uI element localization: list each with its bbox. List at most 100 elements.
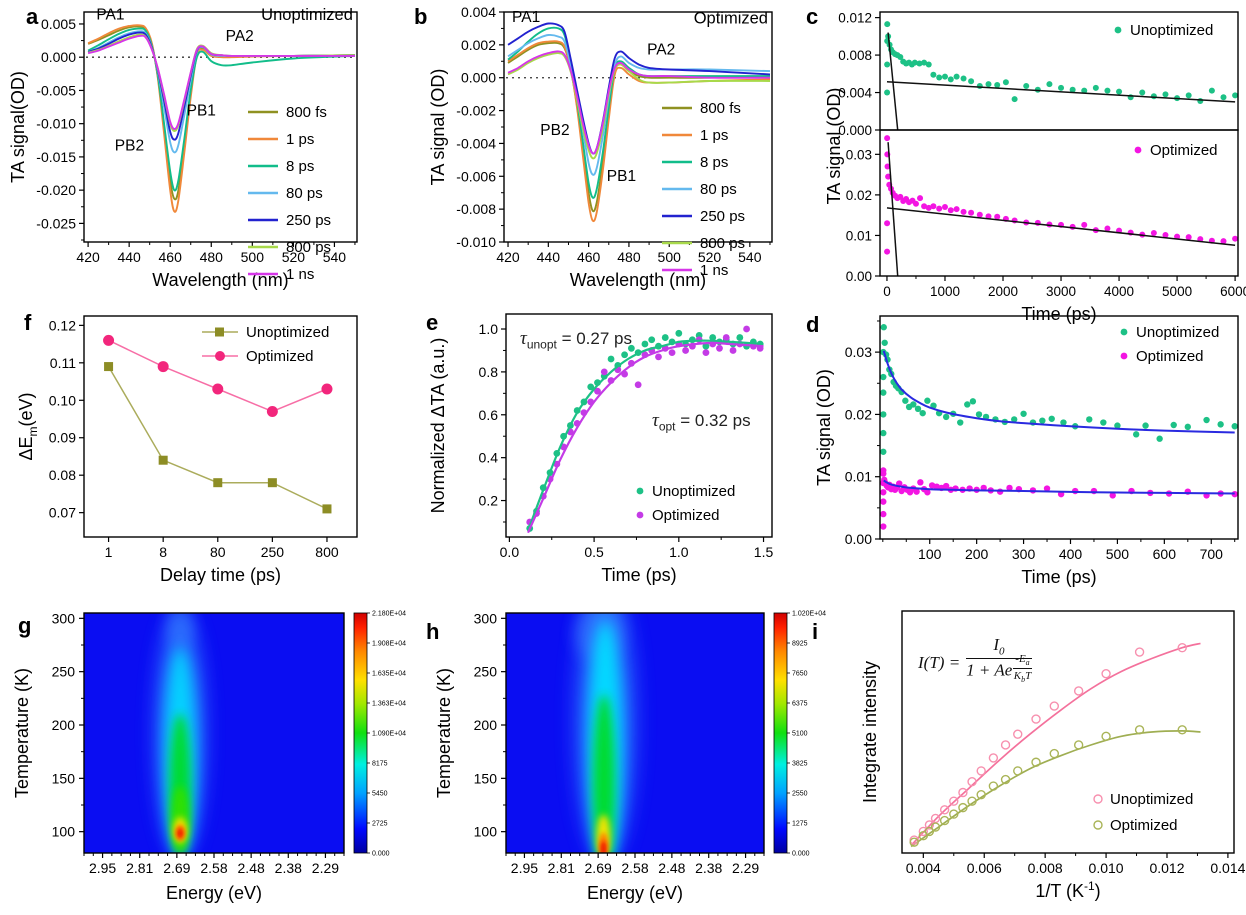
data-point: [881, 339, 888, 346]
data-point-open-circle: [967, 796, 977, 806]
data-point: [716, 344, 723, 352]
data-point: [985, 81, 992, 88]
plume-layer: [593, 694, 615, 853]
data-point-open-circle: [918, 826, 929, 837]
data-point: [1081, 221, 1088, 228]
data-point-open-circle: [958, 802, 968, 813]
colorbar: [353, 612, 368, 854]
x-tick-label: 2.69: [585, 860, 612, 876]
data-point: [1150, 230, 1157, 237]
legend-label: 1 ns: [700, 262, 728, 279]
x-tick-label: 520: [282, 249, 306, 265]
y-axis-title: Temperature (K): [12, 668, 32, 798]
panel-letter-d: d: [806, 312, 820, 337]
y-tick-label: 0.01: [845, 469, 872, 485]
data-point: [1043, 485, 1051, 492]
data-point: [1162, 232, 1169, 239]
x-tick-label: 100: [918, 546, 942, 562]
data-point: [736, 334, 744, 341]
data-point: [157, 361, 169, 373]
series-group: [526, 325, 764, 534]
panel-letter-f: f: [24, 310, 32, 335]
colorbar-tick-label: 1.908E+04: [372, 641, 406, 648]
annotation-pb2: PB2: [540, 122, 569, 139]
panel-g: g 100 150 200 250 300 2.95 2.81 2.69 2.58 2.48 2.3…: [0, 595, 420, 915]
data-point: [1162, 91, 1169, 98]
data-point-open-circle: [958, 787, 968, 798]
data-point: [1058, 84, 1065, 91]
data-point: [1170, 421, 1177, 429]
data-point-open-circle: [1049, 748, 1059, 759]
data-point: [953, 206, 960, 213]
heatmap-background: [506, 613, 764, 853]
x-tick-label: 500: [658, 249, 682, 265]
data-point: [880, 510, 887, 518]
legend-dot-sample: [1114, 26, 1122, 34]
arrhenius-equation: I(T) = I0 1 + Ae -Ea KbT: [918, 635, 1032, 691]
x-tick-label: 0.004: [906, 860, 941, 876]
tau-symbol: τ: [520, 328, 527, 349]
legend-label: 8 ps: [286, 158, 314, 175]
data-point-open-circle: [1049, 701, 1059, 711]
data-point-open-circle: [949, 809, 959, 819]
data-point: [702, 349, 710, 356]
panel-g-heatmap: 100 150 200 250 300 2.95 2.81 2.69 2.58 2.48 2.38 2…: [12, 610, 406, 903]
plume-layer: [600, 841, 607, 853]
legend-label: Unoptimized: [652, 483, 735, 500]
data-point: [880, 373, 887, 381]
data-point: [1023, 82, 1030, 89]
data-point: [916, 60, 923, 67]
y-tick-label: 0.02: [845, 406, 872, 422]
data-point: [1002, 79, 1009, 86]
x-tick-label: 1000: [930, 284, 960, 299]
data-point: [1197, 97, 1204, 104]
x-tick-label: 2.38: [275, 860, 302, 876]
colorbar-tick-label: 8175: [372, 761, 388, 768]
x-tick-label: 2.48: [238, 860, 265, 876]
x-tick-label: 460: [577, 249, 601, 265]
data-point: [964, 401, 971, 408]
data-point-open-circle: [909, 837, 919, 847]
panel-b: b 420 440 460 480 500 520 540 0.004 0.002 0.000 -0…: [400, 0, 820, 300]
tau-symbol: τ: [652, 410, 659, 431]
colorbar-tick-label: 2550: [792, 791, 808, 798]
legend-label: 8 ps: [700, 154, 728, 171]
legend-label: Unoptimized: [1136, 324, 1219, 341]
data-point: [942, 413, 950, 421]
legend-label: 250 ps: [286, 212, 331, 229]
x-tick-label: 4000: [1104, 284, 1134, 299]
legend-open-circle-sample: [1093, 820, 1103, 830]
series-line: [87, 27, 355, 192]
y-tick-label: 1.0: [479, 321, 499, 337]
equation-exp-den-sub: b: [1021, 674, 1026, 684]
data-point: [880, 324, 887, 331]
data-point: [1081, 87, 1088, 94]
series-group: [880, 324, 1238, 530]
x-tick-label: 0.0: [500, 544, 520, 560]
data-point: [957, 419, 964, 426]
tau-unopt-annotation: τunopt = 0.27 ps: [520, 328, 632, 351]
x-tick-label: 540: [738, 249, 762, 265]
data-point: [924, 397, 931, 404]
annotation-pa1: PA1: [512, 9, 540, 26]
data-point: [884, 135, 891, 142]
y-tick-label: -0.004: [456, 135, 496, 151]
data-point-open-circle: [967, 776, 977, 787]
legend-label: 80 ps: [700, 181, 737, 198]
data-point: [947, 76, 954, 83]
data-point: [668, 349, 676, 356]
data-point: [917, 479, 924, 486]
data-point: [924, 489, 931, 496]
y-tick-label: 0.000: [838, 123, 872, 138]
equation-exp-base: e: [1004, 661, 1013, 681]
y-axis-title: TA signal(OD): [8, 71, 28, 183]
plot-shape: m: [26, 426, 40, 436]
y-tick-label: 0.000: [41, 49, 76, 65]
y-tick-label: -0.015: [36, 149, 76, 165]
data-point: [1150, 93, 1157, 100]
colorbar-tick-label: 3825: [792, 761, 808, 768]
tau-subscript: unopt: [526, 337, 557, 352]
data-point-open-circle: [1177, 643, 1187, 653]
x-tick-label: 0.012: [1149, 860, 1184, 876]
